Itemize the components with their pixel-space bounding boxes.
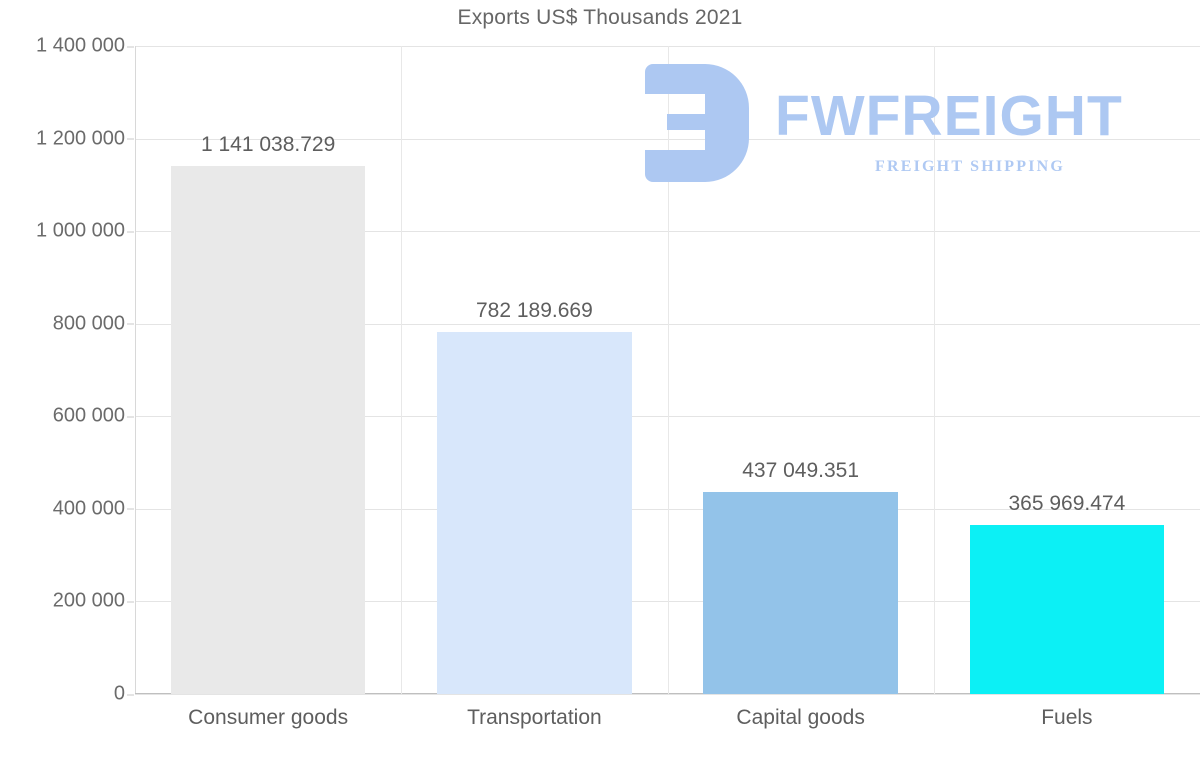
y-axis-tick-label: 800 000 <box>53 312 134 335</box>
x-axis-tick-label: Capital goods <box>736 706 865 729</box>
bar-value-label: 1 141 038.729 <box>200 132 336 156</box>
y-axis-tick-label: 0 <box>114 683 134 706</box>
y-axis-tick-mark <box>127 46 134 47</box>
gridline-vertical <box>668 46 669 694</box>
gridline-horizontal <box>135 231 1200 233</box>
bar-value-label: 437 049.351 <box>742 458 860 482</box>
gridline-horizontal <box>135 601 1200 603</box>
plot-area: 1 141 038.729 782 189.669 437 049.351 365 9… <box>135 46 1200 695</box>
gridline-horizontal <box>135 46 1200 47</box>
bar-value-label: 365 969.474 <box>1008 491 1126 515</box>
gridline-horizontal <box>135 323 1200 325</box>
y-axis-line <box>135 46 136 694</box>
y-axis-tick-mark <box>127 694 134 695</box>
y-axis-tick-label: 600 000 <box>53 405 134 428</box>
bar-consumer-goods[interactable] <box>170 165 366 694</box>
y-axis-tick-mark <box>127 601 134 603</box>
bar-transportation[interactable] <box>437 331 632 694</box>
gridline-horizontal <box>135 416 1200 418</box>
y-axis-tick-label: 1 200 000 <box>36 127 134 150</box>
x-axis-tick-label: Transportation <box>467 706 602 729</box>
gridline-horizontal <box>135 694 1200 695</box>
bar-capital-goods[interactable] <box>703 491 898 694</box>
y-axis-tick-label: 400 000 <box>53 497 134 520</box>
y-axis-tick-mark <box>127 508 134 510</box>
gridline-vertical <box>934 46 935 694</box>
y-axis-tick-mark <box>127 138 134 140</box>
y-axis-tick-mark <box>127 416 134 418</box>
x-axis-baseline <box>135 693 1200 694</box>
gridline-horizontal <box>135 508 1200 510</box>
y-axis-tick-label: 200 000 <box>53 590 134 613</box>
x-axis-tick-label: Consumer goods <box>188 706 349 729</box>
bar-value-label: 782 189.669 <box>475 298 593 322</box>
x-axis-tick-label: Fuels <box>1041 706 1093 729</box>
bar-fuels[interactable] <box>969 524 1165 694</box>
y-axis-tick-label: 1 400 000 <box>36 35 134 58</box>
y-axis-tick-mark <box>127 231 134 233</box>
chart-title: Exports US$ Thousands 2021 <box>457 6 743 29</box>
y-axis-tick-label: 1 000 000 <box>36 220 134 243</box>
gridline-vertical <box>401 46 402 694</box>
y-axis-tick-mark <box>127 323 134 325</box>
